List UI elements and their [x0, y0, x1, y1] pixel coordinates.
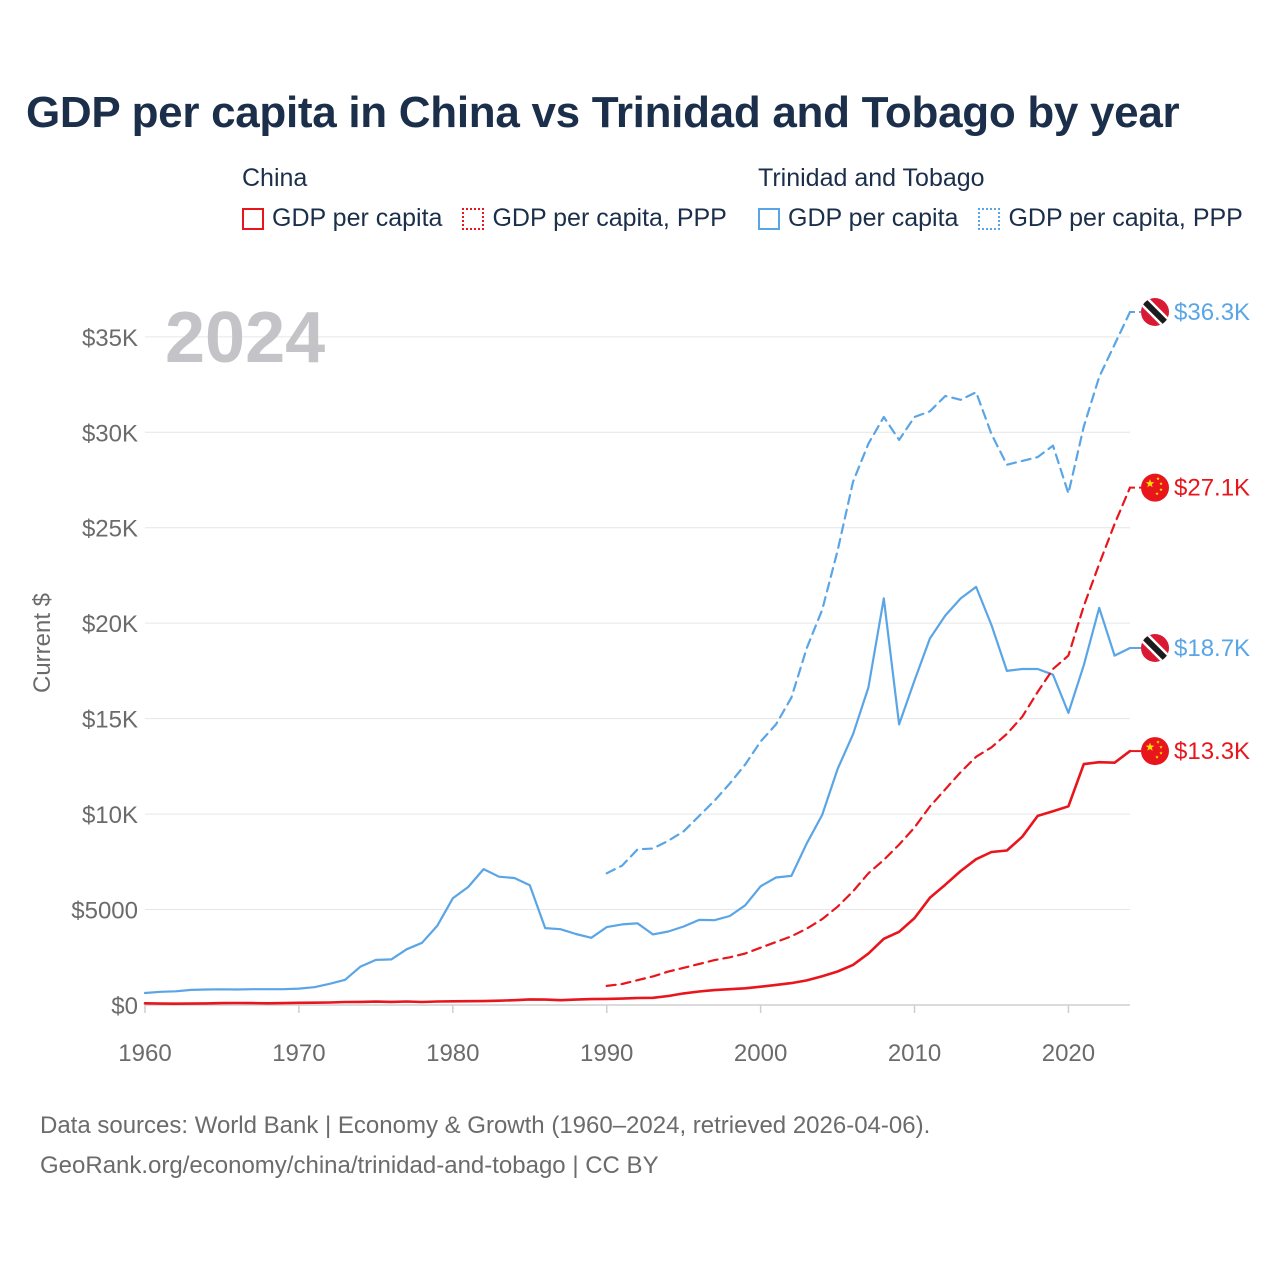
legend-china-gdp[interactable]: GDP per capita	[242, 204, 442, 233]
y-tick-label: $30K	[82, 420, 138, 447]
legend-china-gdp-ppp[interactable]: GDP per capita, PPP	[462, 204, 727, 233]
footer: Data sources: World Bank | Economy & Gro…	[40, 1106, 930, 1186]
x-tick-label: 2010	[888, 1040, 941, 1067]
series-line-trinidad-and-tobago-gdp-per-capita[interactable]	[143, 585, 1132, 995]
y-tick-label: $10K	[82, 802, 138, 829]
legend-swatch-dotted-blue	[978, 207, 1001, 230]
series-end-value-label: $27.1K	[1174, 475, 1250, 502]
current-year-label: 2024	[165, 298, 325, 378]
x-tick-label: 2000	[734, 1040, 787, 1067]
x-tick-label: 1960	[118, 1040, 171, 1067]
legend-china-heading: China	[242, 164, 308, 192]
end-markers: $36.3K $18.7K $27.1K $13.3K	[1130, 298, 1250, 766]
gridlines	[145, 336, 1130, 1006]
x-tick-label: 1990	[580, 1040, 633, 1067]
legend-label: GDP per capita	[272, 204, 443, 232]
legend-label: GDP per capita, PPP	[492, 204, 727, 232]
china-flag-icon	[1141, 737, 1169, 766]
series-line-china-gdp-per-capita[interactable]	[143, 749, 1132, 1005]
x-tick-label: 2020	[1042, 1040, 1095, 1067]
chart-title: GDP per capita in China vs Trinidad and …	[26, 88, 1180, 137]
legend-swatch-solid-blue	[758, 207, 780, 230]
x-tick-label: 1970	[272, 1040, 325, 1067]
data-source-text: Data sources: World Bank | Economy & Gro…	[40, 1112, 931, 1139]
y-tick-label: $5000	[71, 898, 138, 925]
china-flag-icon	[1141, 473, 1169, 502]
y-tick-label: $35K	[82, 325, 138, 352]
series-line-trinidad-and-tobago-gdp-per-capita-ppp[interactable]	[605, 310, 1132, 875]
series-end-value-label: $18.7K	[1174, 635, 1250, 662]
axes: $0 $5000 $10K $15K $20K $25K $30K $35K 1960 1970 1…	[71, 325, 1095, 1067]
legend-china: China GDP per capita GDP per capita, PPP	[242, 162, 747, 233]
legend-swatch-dotted-red	[462, 207, 485, 230]
series-end-value-label: $36.3K	[1174, 299, 1250, 326]
legend-trinidad-and-tobago: Trinidad and Tobago GDP per capita GDP p…	[758, 162, 1263, 233]
y-axis-label: Current $	[29, 593, 56, 693]
x-tick-label: 1980	[426, 1040, 479, 1067]
legend-tt-gdp[interactable]: GDP per capita	[758, 204, 958, 233]
legend-tt-gdp-ppp[interactable]: GDP per capita, PPP	[978, 204, 1243, 233]
series-end-value-label: $13.3K	[1174, 738, 1250, 765]
y-tick-label: $15K	[82, 707, 138, 734]
y-tick-label: $25K	[82, 516, 138, 543]
y-tick-label: $20K	[82, 611, 138, 638]
series-line-china-gdp-per-capita-ppp[interactable]	[605, 486, 1132, 987]
series-lines	[143, 310, 1132, 1005]
legend-label: GDP per capita, PPP	[1008, 204, 1243, 232]
trinidad-flag-icon	[1141, 634, 1169, 662]
legend-tt-heading: Trinidad and Tobago	[758, 164, 985, 192]
trinidad-flag-icon	[1141, 298, 1169, 326]
legend-swatch-solid-red	[242, 207, 264, 230]
source-link[interactable]: GeoRank.org/economy/china/trinidad-and-t…	[40, 1152, 659, 1179]
legend-label: GDP per capita	[788, 204, 959, 232]
y-tick-label: $0	[111, 993, 138, 1020]
